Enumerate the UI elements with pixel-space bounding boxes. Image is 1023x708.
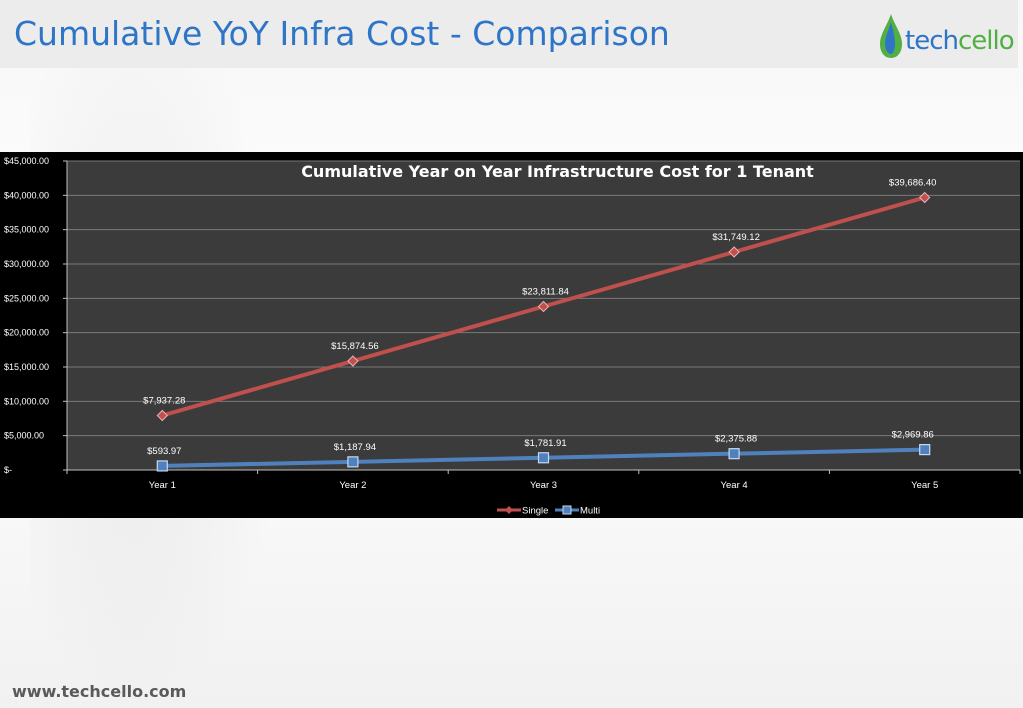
y-tick-label: $-: [4, 465, 12, 475]
data-point-single: [156, 409, 169, 422]
data-label: $15,874.56: [331, 341, 379, 352]
title-bar: Cumulative YoY Infra Cost - Comparison t…: [0, 0, 1018, 68]
data-point-multi: [347, 456, 359, 468]
x-tick-label: Year 1: [149, 480, 176, 491]
gridlines: [67, 160, 1020, 437]
y-tick-label: $20,000.00: [4, 328, 49, 338]
techcello-logo: techcello: [878, 12, 1018, 62]
legend-marker-multi: [562, 505, 572, 515]
data-label: $23,811.84: [522, 286, 569, 297]
y-tick-label: $5,000.00: [4, 431, 44, 441]
data-point-single: [918, 191, 931, 204]
data-label: $1,187.94: [334, 442, 376, 453]
y-tick-label: $25,000.00: [4, 293, 49, 303]
chart-title: Cumulative Year on Year Infrastructure C…: [301, 162, 814, 181]
data-point-multi: [537, 452, 550, 464]
line-chart: $- $5,000.00 $10,000.00 $15,000.00 $20,000.0…: [4, 156, 1021, 517]
data-label: $7,937.28: [143, 395, 185, 406]
footer-url: www.techcello.com: [12, 682, 187, 701]
data-point-single: [537, 300, 550, 313]
y-tick-label: $10,000.00: [4, 396, 49, 406]
y-tick-label: $15,000.00: [4, 362, 49, 372]
x-tick-label: Year 5: [911, 480, 938, 491]
x-tick-label: Year 3: [530, 480, 557, 491]
data-point-single: [728, 246, 740, 258]
logo-drop-icon: [880, 14, 902, 58]
legend-marker-single: [505, 506, 513, 514]
y-tick-label: $40,000.00: [4, 190, 49, 200]
data-label: $39,686.40: [889, 177, 937, 188]
legend: Single Multi: [497, 505, 600, 517]
data-labels: $7,937.28 $15,874.56 $23,811.84 $31,749.12 $…: [143, 177, 936, 456]
data-point-multi: [728, 448, 740, 460]
legend-label-multi: Multi: [580, 506, 600, 517]
slide-title: Cumulative YoY Infra Cost - Comparison: [14, 14, 670, 53]
chart-panel: $- $5,000.00 $10,000.00 $15,000.00 $20,000.0…: [0, 152, 1023, 518]
data-label: $593.97: [147, 446, 181, 457]
data-point-multi: [919, 444, 931, 456]
data-label: $2,375.88: [715, 434, 757, 445]
data-label: $1,781.91: [524, 438, 566, 449]
series-lines: [156, 191, 931, 472]
legend-label-single: Single: [522, 506, 548, 517]
plot-area: [67, 161, 1020, 470]
logo-text-cello: cello: [957, 26, 1015, 56]
y-tick-label: $30,000.00: [4, 259, 49, 269]
y-tick-label: $45,000.00: [4, 156, 49, 166]
x-tick-label: Year 2: [339, 480, 366, 491]
x-axis: Year 1 Year 2 Year 3 Year 4 Year 5: [66, 469, 1021, 491]
data-point-multi: [156, 460, 168, 472]
y-tick-label: $35,000.00: [4, 225, 49, 235]
y-axis: $- $5,000.00 $10,000.00 $15,000.00 $20,000.0…: [4, 156, 68, 475]
logo-text-tech: tech: [905, 26, 959, 56]
logo-wordmark: techcello: [905, 26, 1015, 56]
data-label: $31,749.12: [712, 232, 760, 243]
x-tick-label: Year 4: [721, 480, 748, 491]
data-label: $2,969.86: [892, 430, 934, 441]
data-point-single: [347, 355, 359, 367]
